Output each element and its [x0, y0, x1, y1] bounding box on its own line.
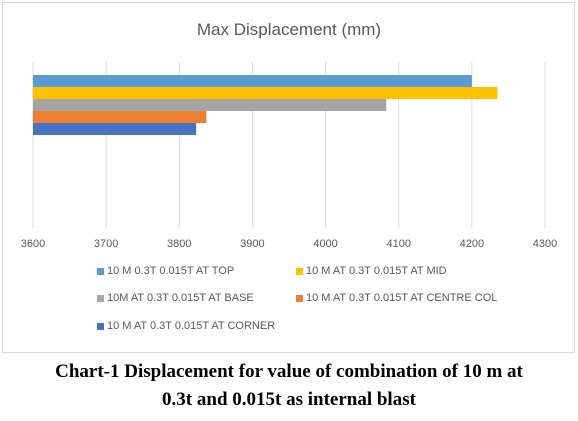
legend-label: 10 M 0.3T 0.015T AT TOP [107, 265, 235, 277]
x-tick-label: 4000 [313, 238, 337, 250]
caption-line-2: 0.3t and 0.015t as internal blast [162, 389, 416, 410]
bar-1 [33, 75, 472, 87]
legend-item: 10 M AT 0.3T 0.015T AT MID [296, 265, 447, 277]
legend-item: 10M AT 0.3T 0.015T AT BASE [97, 292, 254, 304]
legend-label: 10 M AT 0.3T 0.015T AT MID [306, 265, 447, 277]
legend-item: 10 M AT 0.3T 0.015T AT CORNER [97, 320, 275, 332]
figure-caption: Chart-1 Displacement for value of combin… [0, 358, 578, 414]
legend-item: 10 M AT 0.3T 0.015T AT CENTRE COL [296, 292, 497, 304]
x-tick-label: 4300 [533, 238, 557, 250]
bar-3 [33, 99, 387, 111]
x-tick-label: 3600 [21, 238, 45, 250]
bar-2 [33, 87, 498, 99]
chart-plot: 3600 3700 3800 3900 4000 4100 4200 4300 [21, 62, 557, 250]
x-tick-label: 3900 [240, 238, 264, 250]
x-tick-label: 4200 [460, 238, 484, 250]
bars [33, 75, 498, 135]
bar-4 [33, 111, 207, 123]
bar-5 [33, 123, 197, 135]
x-tick-label: 3800 [167, 238, 191, 250]
legend-swatch [97, 294, 104, 302]
legend-swatch [296, 267, 303, 275]
x-tick-label: 4100 [386, 238, 410, 250]
legend-swatch [97, 322, 104, 330]
legend-item: 10 M 0.3T 0.015T AT TOP [97, 265, 234, 277]
legend-label: 10M AT 0.3T 0.015T AT BASE [107, 292, 254, 304]
legend-swatch [97, 267, 104, 275]
x-tick-label: 3700 [94, 238, 118, 250]
legend-label: 10 M AT 0.3T 0.015T AT CORNER [107, 320, 276, 332]
caption-line-1: Chart-1 Displacement for value of combin… [55, 361, 523, 382]
x-tick-labels: 3600 3700 3800 3900 4000 4100 4200 4300 [21, 238, 557, 250]
legend-swatch [296, 294, 303, 302]
legend-label: 10 M AT 0.3T 0.015T AT CENTRE COL [306, 292, 498, 304]
chart-title: Max Displacement (mm) [196, 20, 382, 39]
